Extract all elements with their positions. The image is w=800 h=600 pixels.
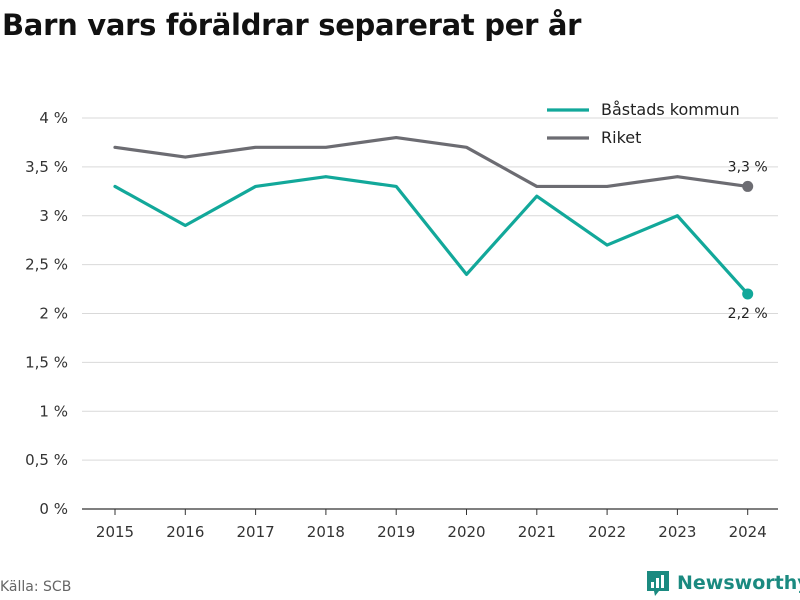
brand-name: Newsworthy — [677, 572, 800, 594]
legend-label: Båstads kommun — [601, 100, 740, 119]
x-tick-label: 2018 — [307, 523, 345, 541]
legend-label: Riket — [601, 128, 641, 147]
y-axis-ticks: 0 % 0,5 % 1 % 1,5 % 2 % 2,5 % 3 % 3,5 % 4 % — [25, 109, 68, 518]
legend: Båstads kommun Riket — [547, 100, 740, 147]
y-tick-label: 4 % — [39, 109, 68, 127]
y-tick-label: 0 % — [39, 500, 68, 518]
chart-title: Barn vars föräldrar separerat per år — [2, 8, 582, 42]
x-tick-label: 2016 — [166, 523, 204, 541]
newsworthy-logo-icon — [647, 571, 669, 596]
y-tick-label: 3,5 % — [25, 158, 68, 176]
series-line-1 — [113, 135, 750, 189]
gridlines — [82, 117, 778, 510]
x-tick-label: 2020 — [447, 523, 485, 541]
x-tick-label: 2022 — [588, 523, 626, 541]
series-end-point-0 — [742, 288, 754, 300]
x-tick-label: 2023 — [658, 523, 696, 541]
y-tick-label: 2 % — [39, 305, 68, 323]
series-lines — [113, 135, 754, 300]
y-tick-label: 2,5 % — [25, 256, 68, 274]
end-labels: 2,2 % 3,3 % — [728, 159, 768, 322]
x-tick-label: 2024 — [729, 523, 767, 541]
series-end-point-1 — [742, 180, 754, 192]
end-value-label: 3,3 % — [728, 159, 768, 175]
y-tick-label: 1 % — [39, 402, 68, 420]
y-tick-label: 3 % — [39, 207, 68, 225]
x-tick-label: 2021 — [518, 523, 556, 541]
brand-logo: Newsworthy — [645, 569, 800, 597]
y-tick-label: 1,5 % — [25, 353, 68, 371]
x-tick-label: 2017 — [237, 523, 275, 541]
x-tick-label: 2019 — [377, 523, 415, 541]
series-line-0 — [113, 175, 750, 296]
x-axis: 2015 2016 2017 2018 2019 2020 2021 2022 2023 2024 — [96, 509, 767, 541]
source-label: Källa: SCB — [0, 579, 72, 595]
x-tick-label: 2015 — [96, 523, 134, 541]
end-value-label: 2,2 % — [728, 306, 768, 322]
y-tick-label: 0,5 % — [25, 451, 68, 469]
